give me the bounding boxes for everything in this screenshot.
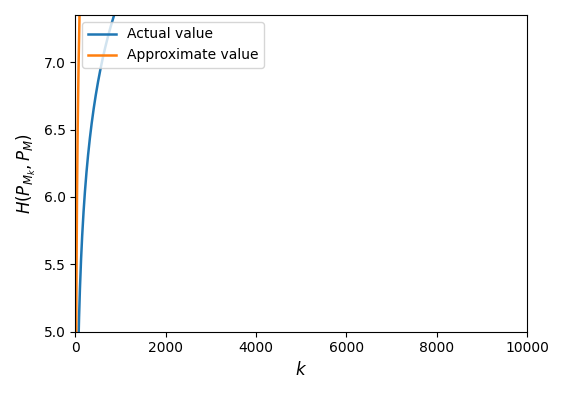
X-axis label: $k$: $k$ [295,361,307,379]
Legend: Actual value, Approximate value: Actual value, Approximate value [82,22,264,68]
Line: Approximate value: Approximate value [76,0,527,394]
Y-axis label: $H(P_{M_k}, P_M)$: $H(P_{M_k}, P_M)$ [15,133,38,214]
Line: Actual value: Actual value [76,0,527,394]
Actual value [95,77,102,82]
